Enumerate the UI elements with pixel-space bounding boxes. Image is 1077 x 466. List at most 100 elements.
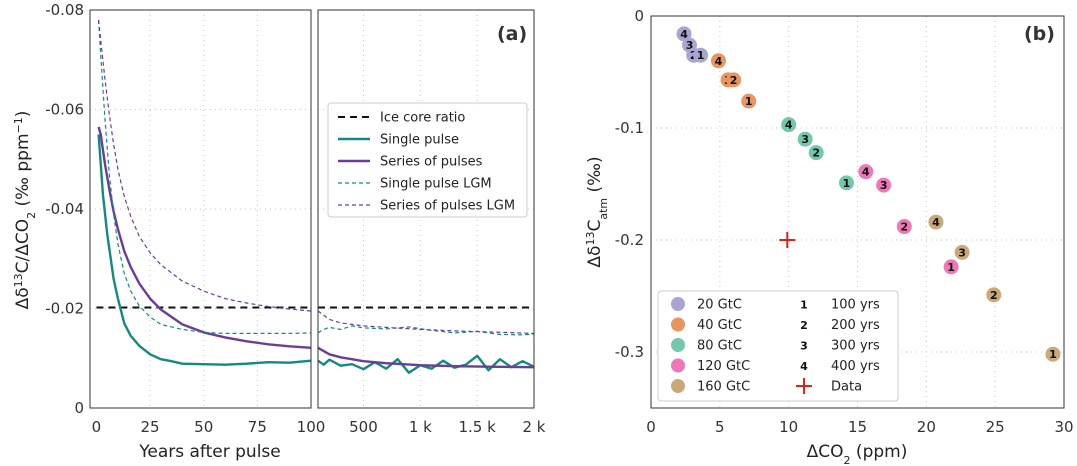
panel-b-point-marker [741,93,757,109]
panel-b-point-label: 4 [862,166,870,179]
panel-a-legend-label: Series of pulses LGM [380,199,515,214]
panel-b-legend-marker: 3 [800,340,808,353]
panel-b-point-marker [1045,346,1061,362]
panel-b-legend-box [657,290,899,402]
panel-a-line-series-of-pulses-lgm-right [317,310,535,334]
panel-b-legend-label: 400 yrs [831,359,880,374]
panel-a-legend-label: Single pulse LGM [380,177,492,192]
panel-a-xtick-label: 1 k [409,418,432,436]
panel-b-point-label: 3 [958,246,966,259]
panel-a-tag: (a) [497,23,527,45]
panel-a-line-series-of-pulses-lgm-left [98,19,312,312]
panel-b-point-label: 3 [801,133,809,146]
panel-b-legend-label: 120 GtC [697,359,750,374]
panel-a-ytick-label: -0.04 [45,200,84,218]
panel-b-point-label: 4 [785,119,793,132]
panel-a-xtick-label: 0 [92,418,102,436]
panel-a-ylabel: Δδ13C/ΔCO2 (‰ ppm−1) [12,111,38,310]
panel-b-points: 43214321432143214321 [676,26,1061,362]
panel-b-grid [651,16,1064,408]
panel-a-legend: Ice core ratio Single pulse Series of puls… [327,102,528,218]
panel-a-series [96,19,535,374]
panel-a-xtick-label: 1.5 k [459,418,497,436]
panel-b-ytick-label: 0 [634,7,644,25]
panel-a-ytick-label: -0.08 [45,1,84,19]
panel-a-xtick-label: 75 [248,418,267,436]
panel-b-legend: 20 GtC 40 GtC 80 GtC 120 GtC 160 GtC 1 100 yrs… [657,290,899,402]
panel-b-ytick-label: -0.1 [615,119,644,137]
panel-b-point-label: 1 [745,95,753,108]
panel-a-xtick-label: 2 k [523,418,546,436]
panel-b-point-marker [943,259,959,275]
panel-a-xtick-label: 500 [349,418,378,436]
panel-b-legend-swatch [671,379,685,393]
panel-b-point-marker [676,26,692,42]
panel-a-legend-box [327,102,528,218]
panel-b-xtick-label: 15 [848,418,867,436]
panel-b-xtick-label: 10 [779,418,798,436]
panel-a-legend-label: Ice core ratio [380,111,465,126]
panel-a-line-single-pulse-lgm-right [317,325,535,336]
panel-b-legend-marker: 1 [800,299,808,312]
panel-b-legend-marker: 4 [800,360,808,373]
panel-b-legend-swatch [671,317,685,332]
panel-b-legend-label: 20 GtC [697,298,742,313]
panel-b-legend-swatch [671,338,685,352]
panel-b-point-marker [896,219,912,235]
panel-b-point-marker [693,47,709,63]
panel-a-right-frame [317,9,535,409]
panel-a-legend-label: Series of pulses [380,155,483,170]
panel-b-point-marker [858,164,874,180]
panel-b-legend-label: 200 yrs [831,318,880,333]
panel-b-legend-label: Data [831,380,862,395]
panel-b-point-label: 2 [812,147,820,160]
panel-b-point-label: 2 [900,221,908,234]
panel-a-xtick-label: 50 [194,418,213,436]
panel-a-legend-label: Single pulse [380,133,459,148]
panel-b-frame [650,15,1065,409]
panel-b-ytick-label: -0.3 [615,343,644,361]
panel-b-point-label: 3 [880,179,888,192]
panel-a-line-series-of-pulses-right [317,346,535,369]
panel-b-xtick-label: 20 [917,418,936,436]
panel-b-point-label: 4 [680,28,688,41]
panel-b-point-marker [710,53,726,69]
panel-a-ytick-label: -0.06 [45,101,84,119]
panel-b-point-marker [876,177,892,193]
panel-b-legend-label: 160 GtC [697,380,750,395]
panel-b-point-marker [808,145,824,161]
panel-b: 43214321432143214321 0510152025300-0.1-0… [584,7,1074,466]
panel-b-point-marker [781,117,797,133]
panel-a-line-single-pulse-lgm-left [98,19,312,334]
panel-b-point-marker [797,131,813,147]
panel-a-ticks: 0 -0.02 -0.04 -0.06 -0.08 0 25 50 75 100 500 1 k 1.5… [45,1,546,436]
panel-b-point-label: 2 [730,74,738,87]
panel-a-line-single-pulse-left [97,134,312,366]
panel-b-legend-label: 80 GtC [697,339,742,354]
panel-b-point-marker [838,175,854,191]
panel-a-xtick-label: 100 [297,418,326,436]
panel-a-ytick-label: 0 [74,399,84,417]
panel-b-point-marker [726,72,742,88]
panel-b-xtick-label: 5 [715,418,725,436]
panel-b-legend-label: 300 yrs [831,339,880,354]
panel-b-point-marker [954,244,970,260]
panel-b-point-label: 1 [947,261,955,274]
panel-b-xtick-label: 25 [986,418,1005,436]
panel-a-line-series-of-pulses-left [97,126,312,349]
panel-b-ylabel: Δδ13Catm (‰) [584,156,610,267]
panel-b-point-label: 2 [990,289,998,302]
panel-b-ticks: 0 5 10 15 20 25 30 0 -0.1 -0.2 -0.3 [615,7,1074,436]
panel-a-xlabel: Years after pulse [138,442,280,462]
panel-b-point-marker [986,287,1002,303]
panel-a: 0 -0.02 -0.04 -0.06 -0.08 0 25 50 75 100 500 1 k 1.5… [12,1,546,462]
panel-b-xlabel: ΔCO2 (ppm) [807,442,908,466]
panel-b-point-label: 1 [1049,348,1057,361]
panel-b-legend-label: 100 yrs [831,298,880,313]
panel-b-xtick-label: 0 [646,418,656,436]
panel-b-point-marker [928,214,944,230]
panel-a-left-frame [89,9,312,409]
panel-b-legend-label: 40 GtC [697,318,742,333]
panel-a-xtick-label: 25 [141,418,160,436]
